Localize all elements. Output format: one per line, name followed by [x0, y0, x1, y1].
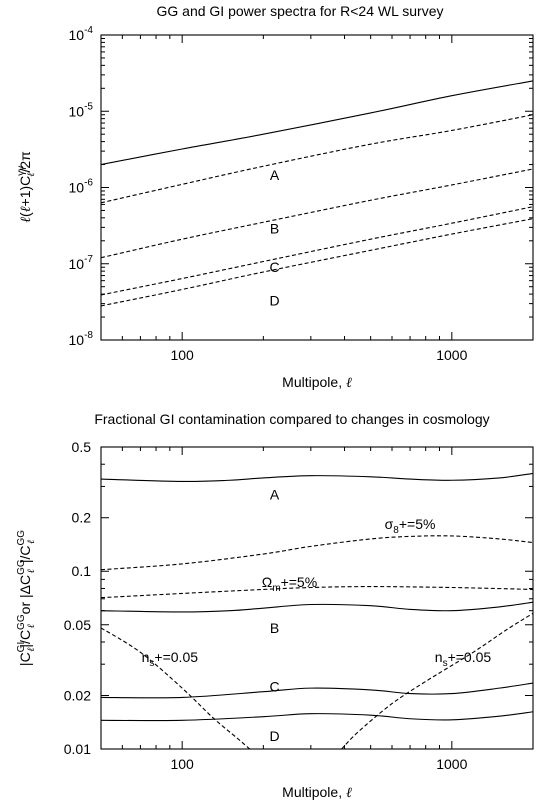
top-annotation: A — [270, 167, 280, 183]
top-series-D — [100, 218, 534, 307]
top-series-gg — [100, 80, 534, 166]
bottom-annotation: ns+=0.05 — [142, 649, 199, 669]
top-y-axis-label: ℓ(ℓ+1)Cγγℓ/2π — [16, 151, 37, 223]
bottom-y-tick-label: 0.2 — [72, 510, 92, 526]
top-y-tick-label: 10-8 — [69, 330, 94, 348]
bottom-plot-frame — [100, 446, 534, 750]
bottom-annotation: ns+=0.05 — [435, 649, 492, 669]
top-series-B — [100, 168, 534, 259]
bottom-y-tick-label: 0.02 — [64, 687, 91, 703]
top-chart: GG and GI power spectra for R<24 WL surv… — [16, 3, 534, 391]
top-x-axis-label: Multipole, ℓ — [282, 374, 352, 391]
bottom-y-axis-label: |CGIℓ|/CGGℓ or |ΔCGGℓ|/CGGℓ — [16, 530, 37, 666]
bottom-series-A — [100, 472, 534, 483]
bottom-x-tick-label: 100 — [170, 756, 194, 772]
bottom-y-tick-label: 0.5 — [72, 439, 92, 455]
top-ticks: 100 1000 10-8 10-7 10-6 10-5 10-4 — [69, 25, 533, 363]
bottom-y-tick-label: 0.1 — [72, 563, 92, 579]
top-series — [100, 80, 534, 307]
bottom-annotation: σ8+=5% — [385, 516, 436, 536]
bottom-series-C — [100, 682, 534, 699]
bottom-series-omega-m — [100, 586, 534, 599]
bottom-series-ns-low — [100, 627, 251, 750]
bottom-x-axis-label: Multipole, ℓ — [282, 784, 352, 801]
top-y-tick-label: 10-7 — [69, 254, 94, 272]
top-y-tick-label: 10-5 — [69, 101, 94, 119]
bottom-annotation: D — [269, 728, 279, 744]
top-y-tick-label: 10-4 — [69, 25, 94, 43]
top-annotation: D — [269, 292, 279, 308]
top-annotation: C — [269, 259, 279, 275]
bottom-ticks: 100 1000 0.01 0.02 0.05 0.1 0.2 0.5 — [64, 439, 533, 772]
top-series-C — [100, 206, 534, 296]
top-annotation: B — [270, 220, 279, 236]
bottom-annotations: Aσ8+=5% Ωm+=5% Bns+=0.05 ns+=0.05 C D — [142, 487, 492, 745]
top-series-A — [100, 114, 534, 204]
bottom-y-tick-label: 0.01 — [64, 741, 91, 757]
bottom-annotation: B — [270, 620, 279, 636]
top-y-tick-label: 10-6 — [69, 178, 94, 196]
bottom-chart-title: Fractional GI contamination compared to … — [94, 411, 489, 427]
bottom-series-ns-high — [341, 612, 534, 750]
bottom-series-sigma8 — [100, 535, 534, 571]
top-x-tick-label: 1000 — [436, 347, 467, 363]
bottom-annotation: Ωm+=5% — [262, 574, 317, 594]
top-chart-title: GG and GI power spectra for R<24 WL surv… — [157, 3, 444, 19]
bottom-series — [100, 472, 534, 750]
bottom-chart: Fractional GI contamination compared to … — [16, 411, 534, 801]
bottom-annotation: A — [270, 487, 280, 503]
bottom-y-tick-label: 0.05 — [64, 617, 91, 633]
bottom-series-D — [100, 711, 534, 722]
bottom-x-tick-label: 1000 — [436, 756, 467, 772]
bottom-annotation: C — [269, 678, 279, 694]
top-annotations: A B C D — [269, 167, 279, 308]
bottom-series-B — [100, 601, 534, 613]
top-x-tick-label: 100 — [170, 347, 194, 363]
